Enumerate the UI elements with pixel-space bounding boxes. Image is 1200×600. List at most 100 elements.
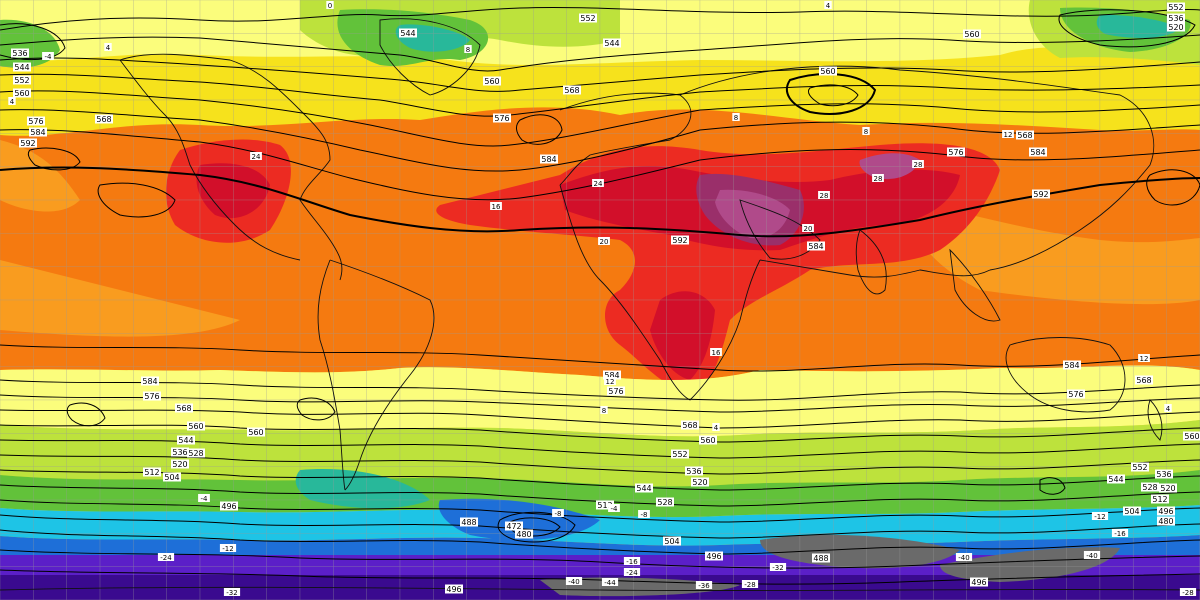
- height-contour-label: 528: [187, 448, 205, 458]
- height-contour-label-box: [1151, 494, 1169, 504]
- height-contour-label-text: 496: [446, 585, 461, 594]
- temperature-contour-label-text: -32: [772, 564, 783, 572]
- height-contour-label: 584: [1063, 360, 1081, 370]
- height-contour-label-box: [460, 517, 478, 527]
- temperature-contour-label-text: -4: [45, 53, 53, 61]
- height-contour-label: 488: [812, 553, 830, 563]
- height-contour-label: 496: [445, 584, 463, 594]
- height-contour-label-box: [29, 127, 47, 137]
- height-contour-label: 512: [1151, 494, 1169, 504]
- temperature-contour-label-text: 20: [804, 225, 813, 233]
- temperature-contour-label-box: [741, 580, 759, 588]
- height-contour-label: 480: [1157, 516, 1175, 526]
- height-labels: 5525365205365445525605765845925685445525…: [11, 2, 1200, 594]
- height-contour-label-text: 520: [172, 460, 187, 469]
- temperature-contour-label: -40: [565, 577, 583, 586]
- temperature-contour-label-box: [1164, 404, 1172, 412]
- height-contour-label-box: [143, 467, 161, 477]
- temperature-contour-label-text: 8: [466, 46, 470, 54]
- temperature-contour-label: 0: [326, 1, 334, 10]
- height-contour-label-text: 552: [672, 450, 687, 459]
- height-contour-label-box: [699, 435, 717, 445]
- height-contour-label: 472: [505, 521, 523, 531]
- height-contour-label-box: [603, 38, 621, 48]
- temperature-contour-label-text: -16: [1114, 530, 1126, 538]
- temperature-contour-label-text: -8: [555, 510, 562, 518]
- temperature-contour-label-box: [157, 553, 175, 561]
- height-contour-label-text: 560: [964, 30, 979, 39]
- temperature-contour-label-text: 12: [1140, 355, 1149, 363]
- height-contour-label-box: [540, 154, 558, 164]
- height-contour-label: 536: [685, 466, 703, 476]
- height-contour-label-text: 576: [608, 387, 623, 396]
- temperature-contour-label-box: [732, 113, 740, 121]
- height-contour-label-box: [27, 116, 45, 126]
- height-contour-label-text: 584: [1030, 148, 1045, 157]
- height-contour-label-text: 496: [706, 552, 721, 561]
- height-contour-label: 552: [671, 449, 689, 459]
- height-contour-label-box: [95, 114, 113, 124]
- height-contour-label-text: 544: [636, 484, 651, 493]
- height-contour-label-box: [596, 500, 614, 510]
- height-contour-label: 504: [663, 536, 681, 546]
- height-contour-label-text: 520: [692, 478, 707, 487]
- height-contour-label-box: [1063, 360, 1081, 370]
- height-contour-label-text: 592: [1033, 190, 1048, 199]
- temperature-contour-label: 12: [604, 377, 616, 386]
- temperature-contour-label-box: [824, 1, 832, 9]
- temperature-contour-label-box: [623, 557, 641, 565]
- height-contour-label-box: [671, 235, 689, 245]
- height-contour-label-box: [685, 466, 703, 476]
- temperature-contour-label-box: [326, 1, 334, 9]
- temperature-contour-label: 20: [598, 237, 610, 246]
- temperature-contour-label-text: -24: [626, 569, 638, 577]
- height-contour-label-text: 544: [14, 63, 29, 72]
- temperature-contour-label-text: -28: [744, 581, 755, 589]
- temperature-contour-label: -12: [219, 544, 237, 553]
- temperature-contour-label: 8: [732, 113, 740, 122]
- height-contour-label-box: [483, 76, 501, 86]
- temperature-contour-label: -28: [1179, 588, 1197, 597]
- temperature-contour-label: -40: [955, 553, 973, 562]
- temperature-contour-label-box: [638, 510, 650, 518]
- temperature-contour-label: 4: [1164, 404, 1172, 413]
- height-contour-label: 544: [635, 483, 653, 493]
- height-contour-label-box: [13, 75, 31, 85]
- height-contour-label-text: 528: [188, 449, 203, 458]
- height-contour-label: 544: [603, 38, 621, 48]
- temperature-contour-label: 4: [824, 1, 832, 10]
- height-contour-label-text: 512: [597, 501, 612, 510]
- temperature-contour-label-text: -4: [201, 495, 209, 503]
- temperature-contour-label: 4: [712, 423, 720, 432]
- temperature-contour-label-box: [712, 423, 720, 431]
- height-contour-label: 592: [671, 235, 689, 245]
- height-contour-label-box: [1183, 431, 1200, 441]
- height-contour-label: 560: [13, 88, 31, 98]
- height-contour-label-text: 544: [178, 436, 193, 445]
- temperature-contour-label-box: [1002, 130, 1014, 138]
- temperature-contour-label-text: 28: [874, 175, 883, 183]
- temperature-contour-label-text: 24: [594, 180, 603, 188]
- height-contour-label-box: [671, 449, 689, 459]
- height-contour-label-box: [579, 13, 597, 23]
- temperature-contour-label: 8: [464, 45, 472, 54]
- height-contour-label-text: 576: [28, 117, 43, 126]
- height-contour-label: 552: [1131, 462, 1149, 472]
- height-contour-label-text: 560: [14, 89, 29, 98]
- temperature-contour-label: 8: [862, 127, 870, 136]
- temperature-contour-label-box: [695, 581, 713, 589]
- height-contour-label-box: [19, 138, 37, 148]
- temperature-contour-label-box: [552, 509, 564, 517]
- temperature-contour-label-text: 4: [106, 44, 111, 52]
- height-contour-label-text: 488: [461, 518, 476, 527]
- height-contour-label-box: [1131, 462, 1149, 472]
- height-contour-label: 544: [399, 28, 417, 38]
- temperature-contour-label-text: 0: [328, 2, 332, 10]
- height-contour-label-box: [1159, 483, 1177, 493]
- height-contour-label-text: 536: [686, 467, 701, 476]
- height-contour-label-text: 576: [494, 114, 509, 123]
- height-contour-label-box: [1157, 506, 1175, 516]
- temperature-contour-label-text: -16: [626, 558, 638, 566]
- height-contour-label-text: 520: [1168, 23, 1183, 32]
- height-contour-label: 584: [603, 370, 621, 380]
